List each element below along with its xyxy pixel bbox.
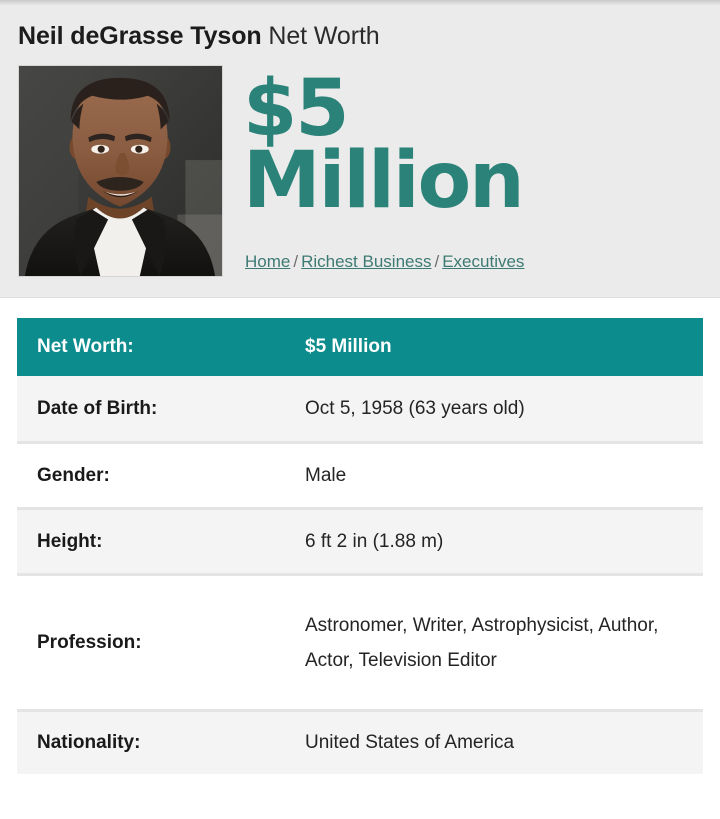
info-table: Net Worth: $5 Million Date of Birth: Oct… [17, 318, 703, 774]
top-strip [0, 0, 720, 5]
profile-header: Neil deGrasse Tyson Net Worth [0, 5, 720, 298]
row-divider [17, 573, 703, 576]
row-divider [17, 441, 703, 444]
row-label-nationality: Nationality: [37, 732, 141, 753]
breadcrumb: Home / Richest Business / Executives [245, 252, 524, 272]
row-divider [17, 709, 703, 712]
portrait-photo [18, 65, 223, 277]
table-row-date-of-birth: Date of Birth: Oct 5, 1958 (63 years old… [17, 376, 703, 441]
breadcrumb-link-executives[interactable]: Executives [442, 252, 525, 271]
row-value-net-worth: $5 Million [305, 336, 392, 357]
page-title-suffix: Net Worth [261, 22, 380, 50]
row-label-gender: Gender: [37, 464, 110, 486]
net-worth-amount: $5 Million [243, 70, 703, 226]
row-value-profession: Astronomer, Writer, Astrophysicist, Auth… [305, 614, 659, 671]
row-label-net-worth: Net Worth: [37, 336, 134, 357]
net-worth-headline: $5 Million [243, 70, 703, 226]
row-label-profession: Profession: [37, 631, 142, 653]
row-label-date-of-birth: Date of Birth: [37, 397, 158, 419]
row-value-height: 6 ft 2 in (1.88 m) [305, 530, 444, 552]
breadcrumb-separator-2: / [434, 252, 440, 271]
row-value-gender: Male [305, 464, 347, 486]
net-worth-amount-line2: Million [243, 136, 525, 226]
portrait-illustration [19, 66, 222, 276]
table-row-profession: Profession: Astronomer, Writer, Astrophy… [17, 576, 703, 709]
breadcrumb-separator-1: / [293, 252, 299, 271]
row-value-date-of-birth: Oct 5, 1958 (63 years old) [305, 397, 525, 419]
page-title-name: Neil deGrasse Tyson [18, 22, 262, 50]
net-worth-amount-line1: $5 [243, 64, 350, 154]
table-row-height: Height: 6 ft 2 in (1.88 m) [17, 510, 703, 573]
row-divider [17, 507, 703, 510]
breadcrumb-link-home[interactable]: Home [245, 252, 291, 271]
breadcrumb-link-richest-business[interactable]: Richest Business [301, 252, 432, 271]
row-value-nationality: United States of America [305, 732, 515, 753]
page-title: Neil deGrasse Tyson Net Worth [18, 21, 380, 51]
table-row-nationality: Nationality: United States of America [17, 712, 703, 774]
row-label-height: Height: [37, 530, 103, 552]
table-row-gender: Gender: Male [17, 444, 703, 507]
table-row-net-worth: Net Worth: $5 Million [17, 318, 703, 376]
